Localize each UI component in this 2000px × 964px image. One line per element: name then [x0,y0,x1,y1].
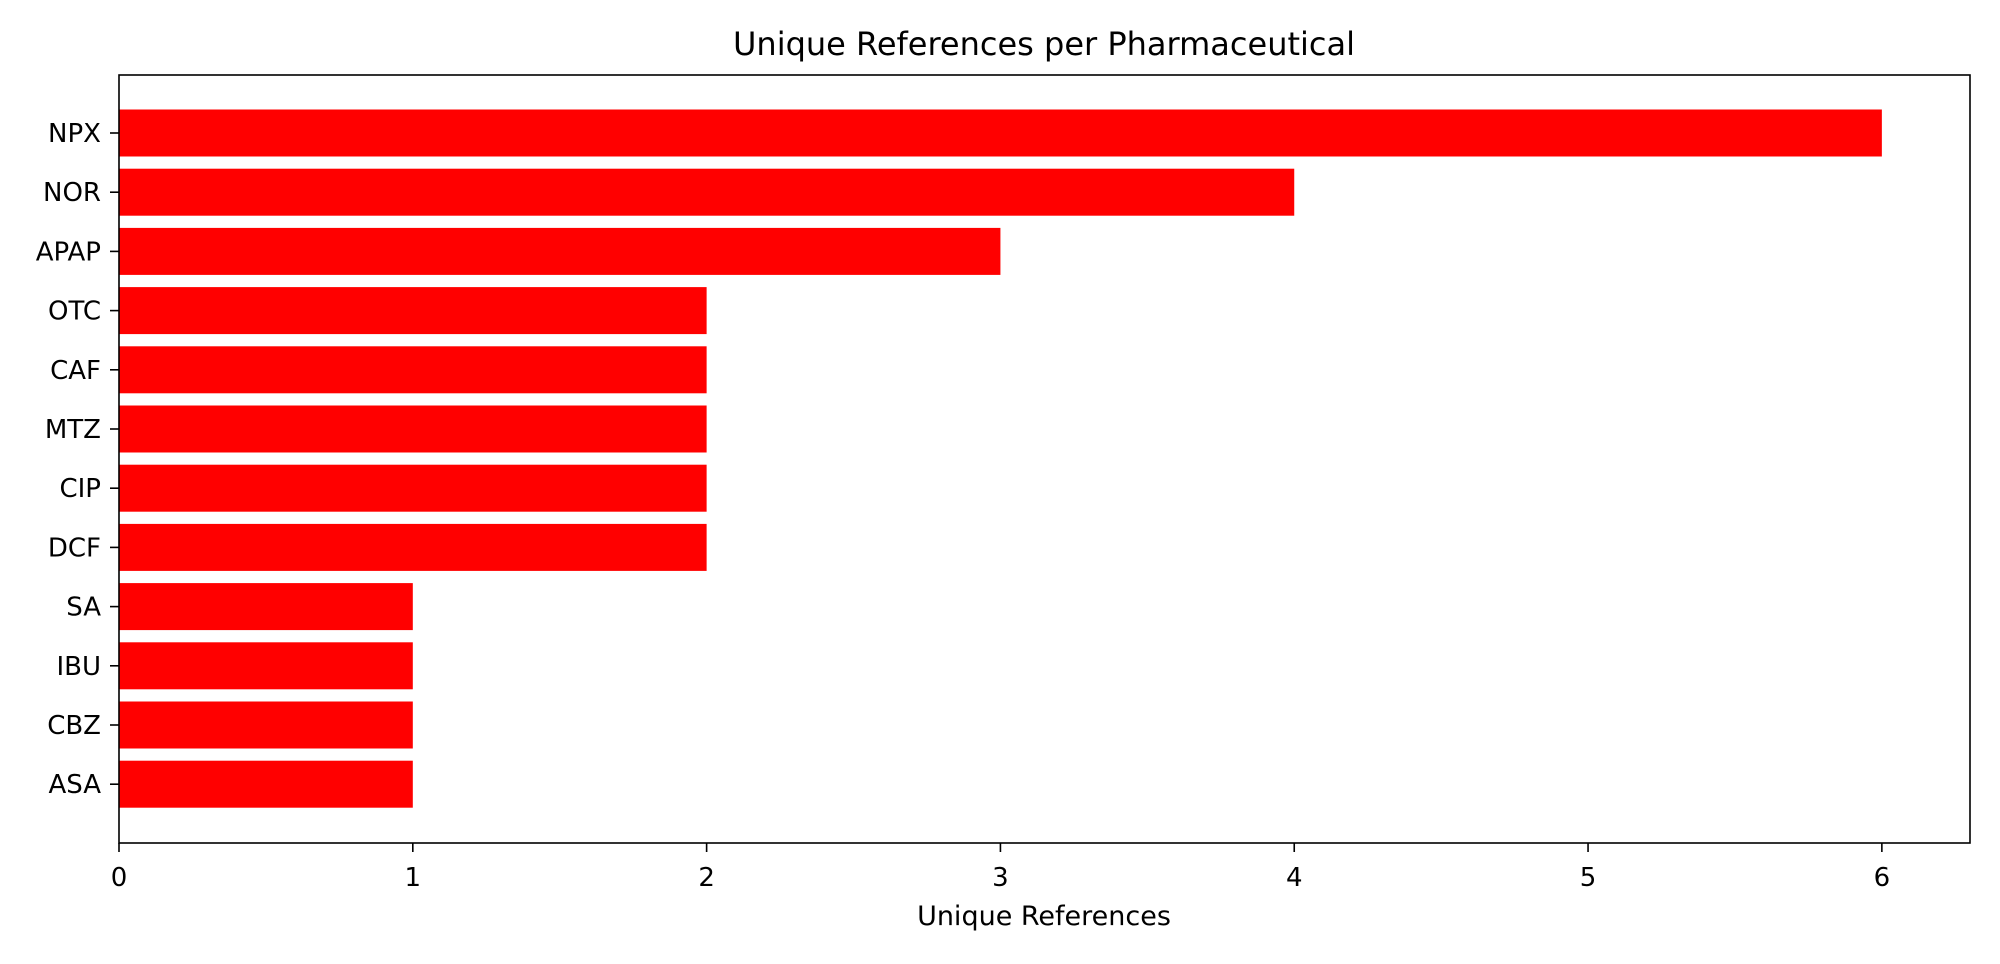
bar-npx [119,109,1882,157]
y-tick-label: IBU [56,652,101,682]
bar-cip [119,464,707,512]
x-tick-label: 6 [1874,863,1891,893]
x-axis: 0 1 2 3 4 5 6 [111,843,1890,893]
y-tick-label: MTZ [45,415,101,445]
y-tick-label: APAP [36,237,101,267]
bar-caf [119,346,707,394]
y-tick-label: SA [66,593,101,623]
y-tick-label: DCF [48,533,101,563]
y-axis: NPX NOR APAP OTC CAF MTZ CIP DCF SA IBU CBZ ASA [36,119,119,800]
bar-cbz [119,701,413,749]
bar-asa [119,760,413,808]
y-tick-label: CAF [50,356,101,386]
bar-mtz [119,405,707,453]
y-tick-label: NPX [48,119,101,149]
bar-apap [119,227,1001,275]
bar-dcf [119,523,707,571]
chart-title: Unique References per Pharmaceutical [733,25,1355,63]
x-axis-label: Unique References [917,901,1171,932]
x-tick-label: 1 [405,863,422,893]
x-tick-label: 5 [1580,863,1597,893]
bar-nor [119,168,1295,216]
bars-group [119,109,1882,808]
x-tick-label: 0 [111,863,128,893]
x-tick-label: 4 [1286,863,1303,893]
x-tick-label: 2 [698,863,715,893]
bar-ibu [119,642,413,690]
y-tick-label: ASA [48,770,101,800]
y-tick-label: OTC [48,297,101,327]
y-tick-label: CIP [59,474,101,504]
x-tick-label: 3 [992,863,1009,893]
plot-frame [118,74,1971,844]
y-tick-label: NOR [43,178,101,208]
bar-otc [119,287,707,335]
bar-sa [119,583,413,631]
y-tick-label: CBZ [47,711,101,741]
